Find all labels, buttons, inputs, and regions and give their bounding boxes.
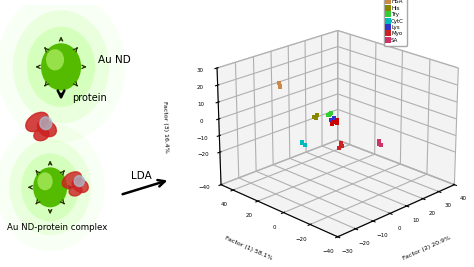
Circle shape <box>9 139 91 235</box>
Ellipse shape <box>69 186 82 196</box>
Ellipse shape <box>40 117 52 130</box>
Text: Au ND: Au ND <box>98 56 131 65</box>
Circle shape <box>21 153 79 221</box>
Text: Au ND-protein complex: Au ND-protein complex <box>7 223 107 231</box>
Ellipse shape <box>62 172 82 188</box>
Circle shape <box>13 10 109 123</box>
Ellipse shape <box>72 178 88 193</box>
Legend: BSA, HSA, His, Try, CytC, Lys, Myo, SA: BSA, HSA, His, Try, CytC, Lys, Myo, SA <box>384 0 407 45</box>
Ellipse shape <box>26 112 48 132</box>
X-axis label: Factor (2) 20.9%: Factor (2) 20.9% <box>402 235 451 261</box>
Circle shape <box>33 167 67 207</box>
Text: LDA: LDA <box>131 171 152 181</box>
Circle shape <box>37 172 53 190</box>
Ellipse shape <box>34 129 49 141</box>
Circle shape <box>27 27 95 107</box>
Y-axis label: Factor (1) 58.1%: Factor (1) 58.1% <box>224 235 273 261</box>
Circle shape <box>0 123 105 251</box>
Text: protein: protein <box>72 93 107 103</box>
Ellipse shape <box>37 120 56 137</box>
Circle shape <box>0 0 125 142</box>
Circle shape <box>41 43 81 91</box>
Ellipse shape <box>74 176 84 187</box>
Circle shape <box>46 49 64 70</box>
